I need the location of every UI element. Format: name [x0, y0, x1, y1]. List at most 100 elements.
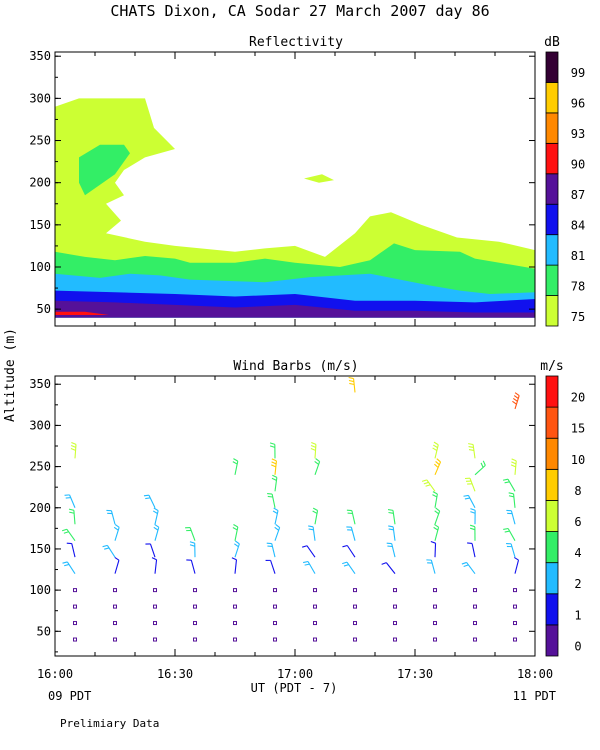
wind-barb — [143, 494, 156, 509]
x-tick-label: 18:00 — [517, 667, 553, 681]
calm-marker — [393, 637, 397, 642]
colorbar-swatch — [545, 375, 559, 408]
calm-marker — [233, 637, 237, 642]
wind-barb — [68, 508, 76, 525]
wind-barb — [271, 474, 278, 492]
colorbar-swatch — [545, 562, 559, 595]
calm-marker — [193, 604, 197, 609]
y-tick-label: 50 — [37, 624, 51, 638]
calm-marker — [273, 604, 277, 609]
calm-marker — [233, 604, 237, 609]
wind-barb — [266, 542, 276, 558]
wind-barb — [61, 528, 76, 542]
calm-marker — [233, 621, 237, 626]
colorbar-swatch — [545, 112, 559, 144]
wind-barb — [461, 561, 476, 574]
wind-barb — [267, 492, 276, 508]
calm-marker — [433, 637, 437, 642]
wind-barb — [64, 494, 76, 508]
wind-barb — [231, 557, 238, 574]
wind-barb — [468, 443, 476, 459]
calm-marker — [353, 637, 357, 642]
reflectivity-contours — [55, 98, 535, 318]
wind-barbs-title: Wind Barbs (m/s) — [233, 359, 358, 374]
wind-barb — [113, 524, 120, 541]
wind-plot-frame — [54, 375, 536, 657]
colorbar-tick-label: 15 — [571, 422, 585, 436]
calm-marker — [273, 588, 277, 593]
wind-barbs-panel: Wind Barbs (m/s) m/s 5010015020025030035… — [29, 359, 585, 681]
calm-marker — [73, 637, 77, 642]
calm-marker — [393, 604, 397, 609]
calm-marker — [313, 621, 317, 626]
wind-barb — [232, 524, 239, 541]
colorbar-tick-label: 81 — [571, 249, 585, 263]
y-tick-label: 300 — [29, 418, 51, 432]
colorbar-swatch — [545, 593, 559, 626]
calm-marker — [73, 588, 77, 593]
colorbar-swatch — [545, 531, 559, 564]
colorbar-tick-label: 87 — [571, 188, 585, 202]
db-colorbar: 75 78 81 84 87 90 93 96 99 — [545, 51, 585, 327]
db-colorbar-label: dB — [544, 35, 560, 50]
contour-level-90 — [55, 311, 109, 315]
calm-marker — [233, 588, 237, 593]
calm-marker — [193, 621, 197, 626]
y-tick-label: 250 — [29, 134, 51, 148]
wind-barb — [114, 556, 120, 574]
wind-barb — [152, 507, 159, 525]
calm-marker — [73, 604, 77, 609]
calm-marker — [273, 621, 277, 626]
x-tick-label: 16:30 — [157, 667, 193, 681]
calm-marker — [153, 588, 157, 593]
colorbar-swatch — [545, 82, 559, 114]
y-tick-label: 350 — [29, 377, 51, 391]
wind-barb — [510, 458, 517, 475]
wind-barb — [342, 544, 356, 558]
wind-barb — [269, 442, 276, 459]
wind-barb — [151, 557, 158, 574]
wind-barb — [470, 508, 476, 525]
colorbar-tick-label: 99 — [571, 66, 585, 80]
x-left-local-label: 09 PDT — [48, 689, 91, 703]
x-axis-label: UT (PDT - 7) — [251, 681, 338, 695]
wind-barb — [303, 560, 316, 574]
colorbar-tick-label: 4 — [574, 546, 581, 560]
colorbar-tick-label: 8 — [574, 484, 581, 498]
colorbar-tick-label: 0 — [574, 639, 581, 653]
y-tick-label: 150 — [29, 542, 51, 556]
colorbar-tick-label: 10 — [571, 453, 585, 467]
colorbar-swatch — [545, 234, 559, 266]
colorbar-tick-label: 1 — [574, 608, 581, 622]
ms-colorbar-label: m/s — [540, 359, 563, 374]
x-right-local-label: 11 PDT — [513, 689, 556, 703]
calm-marker — [153, 637, 157, 642]
y-tick-label: 50 — [37, 302, 51, 316]
colorbar-swatch — [545, 624, 559, 657]
calm-marker — [153, 604, 157, 609]
calm-marker — [193, 637, 197, 642]
wind-barb — [381, 562, 396, 574]
calm-marker — [473, 604, 477, 609]
wind-barb — [66, 542, 76, 558]
calm-marker — [313, 604, 317, 609]
footnote: Prelimiary Data — [60, 717, 159, 730]
colorbar-tick-label: 6 — [574, 515, 581, 529]
y-tick-label: 100 — [29, 583, 51, 597]
calm-marker — [433, 621, 437, 626]
wind-barb — [387, 508, 396, 525]
calm-marker — [473, 588, 477, 593]
wind-barb — [310, 442, 317, 459]
wind-barb — [463, 494, 476, 509]
wind-barb — [506, 543, 516, 558]
calm-marker — [433, 588, 437, 593]
wind-barb — [432, 441, 439, 459]
calm-marker — [353, 604, 357, 609]
wind-barb — [503, 527, 516, 541]
wind-barb — [433, 523, 440, 541]
colorbar-tick-label: 84 — [571, 218, 585, 232]
wind-barb — [271, 458, 277, 475]
calm-marker — [473, 621, 477, 626]
wind-barb — [274, 524, 281, 541]
